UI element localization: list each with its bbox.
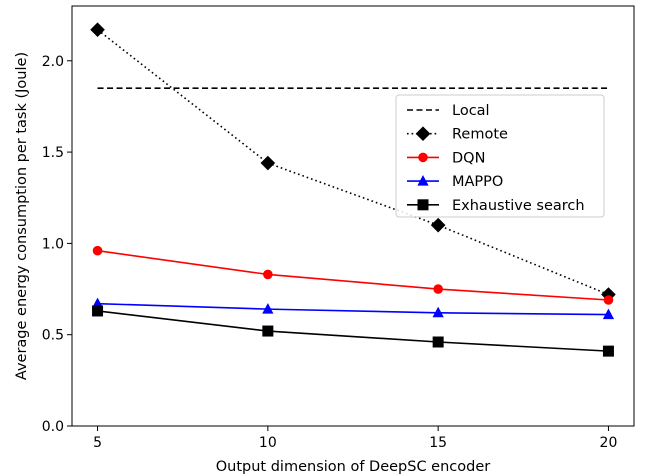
legend-item-dqn: DQN [407, 150, 485, 166]
legend-box [395, 94, 605, 218]
x-tick-label: 10 [259, 435, 277, 451]
data-point-dqn [92, 245, 103, 256]
legend-marker-mappo [417, 175, 429, 186]
legend-label-mappo: MAPPO [452, 174, 503, 190]
y-tick-label: 1.0 [42, 236, 64, 252]
series-exhaustive-search [92, 305, 614, 357]
series-line-exhaustive-search [97, 310, 609, 352]
x-axis-label: Output dimension of DeepSC encoder [216, 459, 491, 475]
legend-marker-dqn [418, 152, 428, 163]
x-tick-label: 15 [429, 435, 447, 451]
data-point-exhaustive-search [92, 305, 104, 317]
data-point-exhaustive-search [602, 345, 614, 357]
y-tick-label: 1.5 [42, 145, 64, 161]
legend-marker-exhaustive-search [417, 199, 429, 211]
legend-label-exhaustive-search: Exhaustive search [452, 198, 585, 214]
data-point-remote [90, 22, 105, 38]
data-point-dqn [433, 284, 443, 294]
data-point-mappo [602, 308, 615, 320]
series-line-mappo [97, 302, 609, 316]
plot-area [71, 5, 635, 427]
data-point-exhaustive-search [262, 325, 274, 337]
series-dqn [92, 245, 614, 305]
y-axis: 0.0 0.5 1.0 1.5 2.0 [42, 54, 72, 435]
y-tick-label: 0.0 [42, 419, 64, 435]
series-layer [90, 22, 616, 357]
data-point-exhaustive-search [432, 336, 444, 348]
y-axis-label: Average energy consumption per task (Jou… [14, 52, 30, 380]
data-point-mappo [262, 303, 274, 314]
legend-item-remote: Remote [407, 126, 508, 143]
axes-frame [71, 5, 635, 427]
series-line-dqn [97, 249, 609, 301]
y-tick-label: 0.5 [42, 328, 64, 344]
legend-label-local: Local [452, 103, 490, 119]
legend-label-dqn: DQN [452, 150, 485, 166]
data-point-dqn [263, 269, 273, 280]
data-point-remote [260, 155, 276, 171]
legend-item-mappo: MAPPO [407, 174, 503, 190]
series-remote [90, 22, 616, 302]
x-tick-label: 5 [93, 435, 102, 451]
x-axis: 5 10 15 20 [93, 426, 617, 451]
legend-marker-remote [415, 126, 431, 142]
data-point-dqn [603, 295, 614, 305]
legend: Local Remote DQN MAPPO Exhaustive search [395, 94, 605, 218]
y-tick-label: 2.0 [42, 54, 64, 70]
legend-item-local: Local [407, 103, 490, 119]
data-point-mappo [432, 306, 444, 318]
x-tick-label: 20 [600, 435, 618, 451]
legend-label-remote: Remote [452, 127, 508, 143]
data-point-remote [430, 217, 446, 233]
legend-item-exhaustive-search: Exhaustive search [407, 198, 585, 214]
series-mappo [91, 297, 615, 320]
